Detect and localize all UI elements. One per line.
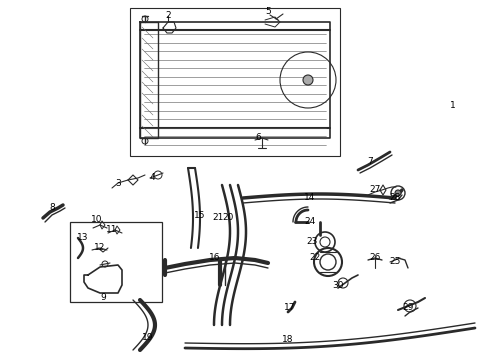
Text: 11: 11 — [106, 225, 118, 234]
Text: 4: 4 — [149, 174, 155, 183]
Text: 22: 22 — [309, 253, 320, 262]
Text: 14: 14 — [304, 194, 316, 202]
Text: 20: 20 — [222, 213, 234, 222]
Text: 23: 23 — [306, 238, 318, 247]
Text: 26: 26 — [369, 253, 381, 262]
Text: 24: 24 — [304, 217, 316, 226]
Text: 25: 25 — [390, 257, 401, 266]
Text: 10: 10 — [91, 216, 103, 225]
Bar — [130, 8, 340, 156]
Text: 7: 7 — [367, 158, 373, 166]
Text: 6: 6 — [255, 134, 261, 143]
Text: 17: 17 — [284, 303, 296, 312]
Text: 15: 15 — [194, 211, 206, 220]
Text: 18: 18 — [282, 336, 294, 345]
Text: 28: 28 — [390, 194, 401, 202]
Bar — [70, 222, 162, 302]
Text: 1: 1 — [450, 100, 456, 109]
Text: 9: 9 — [100, 293, 106, 302]
Text: 29: 29 — [402, 303, 414, 312]
Text: 27: 27 — [369, 185, 381, 194]
Circle shape — [303, 75, 313, 85]
Circle shape — [395, 190, 401, 196]
Text: 3: 3 — [115, 179, 121, 188]
Text: 5: 5 — [265, 8, 271, 17]
Text: 2: 2 — [165, 10, 171, 19]
Text: 13: 13 — [77, 234, 89, 243]
Text: 8: 8 — [49, 203, 55, 212]
Text: 21: 21 — [212, 213, 224, 222]
Text: 12: 12 — [94, 243, 106, 252]
Text: 16: 16 — [209, 253, 221, 262]
Text: 19: 19 — [142, 333, 154, 342]
Text: 30: 30 — [332, 280, 344, 289]
